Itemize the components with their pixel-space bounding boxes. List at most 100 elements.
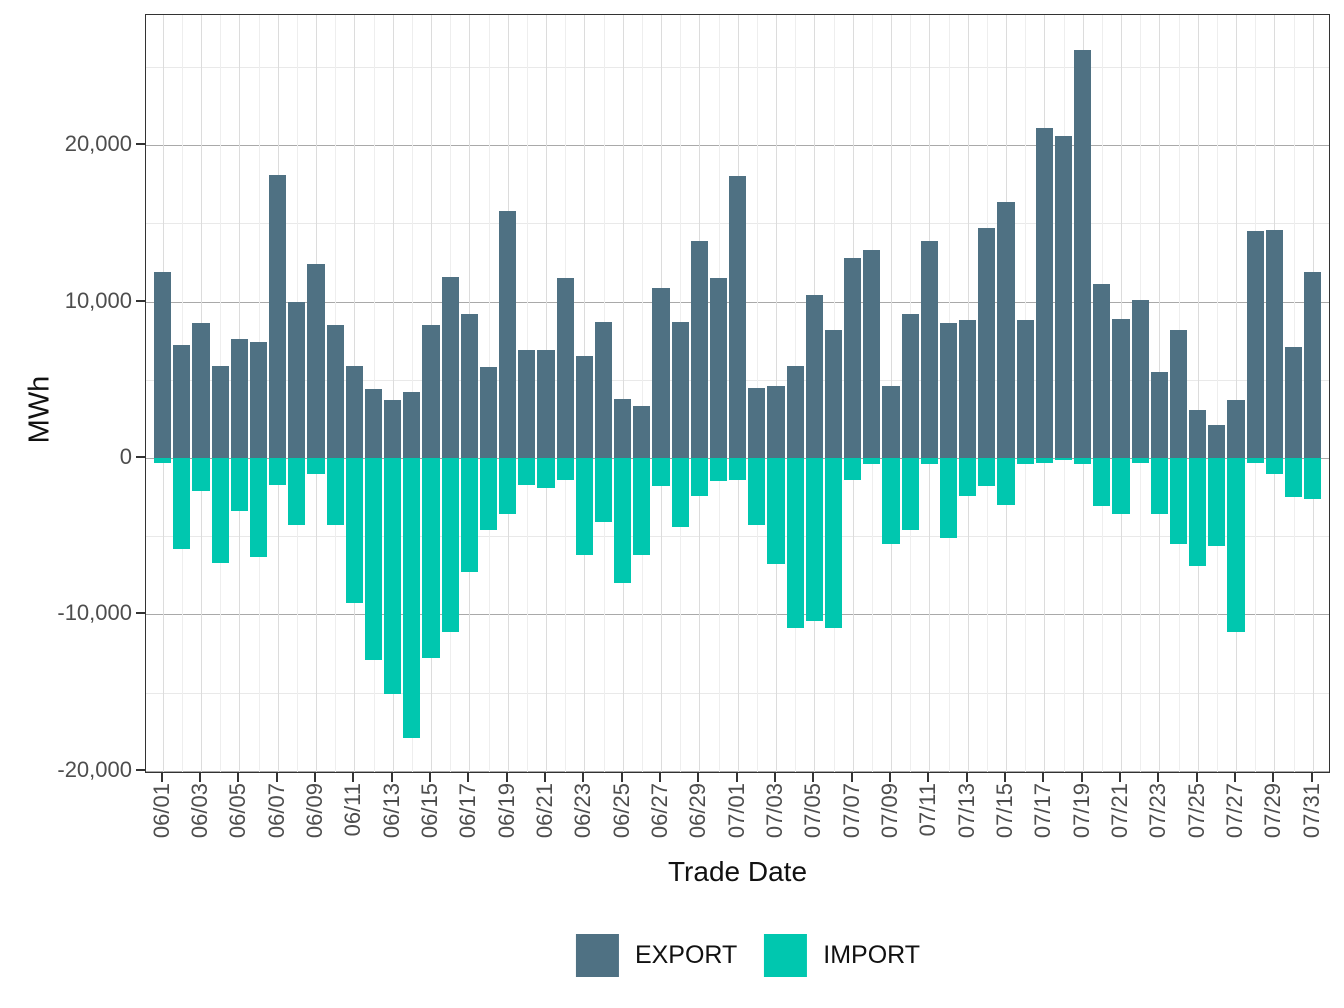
x-tick: [659, 773, 662, 782]
x-tick-label: 06/27: [647, 783, 673, 839]
export-bar: [345, 365, 363, 458]
import-bar: [920, 458, 938, 465]
import-bar: [326, 458, 344, 526]
import-bar: [441, 458, 459, 632]
export-bar: [671, 321, 689, 458]
x-tick-label: 07/11: [915, 783, 941, 837]
x-tick-label: 07/19: [1068, 783, 1094, 839]
x-tick: [1080, 773, 1083, 782]
import-bar: [537, 458, 555, 488]
gridline-minor-h: [146, 536, 1329, 538]
y-tick: [136, 299, 145, 302]
legend: EXPORT IMPORT: [575, 934, 921, 977]
x-tick: [812, 773, 815, 782]
x-tick: [429, 773, 432, 782]
export-bar: [403, 392, 421, 458]
x-tick-label: 07/03: [762, 783, 788, 839]
export-bar: [192, 323, 210, 458]
export-bar: [1035, 127, 1053, 458]
import-bar: [978, 458, 996, 487]
export-bar: [1093, 284, 1111, 458]
import-bar: [345, 458, 363, 604]
plot-panel: [145, 14, 1330, 773]
x-tick-label: 07/17: [1030, 783, 1056, 839]
x-tick: [1272, 773, 1275, 782]
export-bar: [249, 342, 268, 458]
import-bar: [729, 458, 747, 480]
x-tick: [620, 773, 623, 782]
import-bar: [422, 458, 440, 659]
export-bar: [920, 240, 938, 458]
export-bar: [1169, 329, 1188, 458]
import-bar: [403, 458, 421, 738]
export-bar: [518, 350, 536, 458]
export-bar: [479, 367, 498, 458]
export-bar: [556, 278, 574, 458]
x-tick-label: 07/31: [1298, 783, 1324, 839]
export-bar: [1054, 135, 1073, 458]
import-bar: [288, 458, 306, 526]
export-bar: [1150, 371, 1168, 458]
x-tick-label: 07/21: [1107, 783, 1133, 839]
y-tick-label: -10,000: [57, 600, 132, 626]
export-bar: [1208, 425, 1226, 458]
import-bar: [556, 458, 574, 480]
x-tick: [582, 773, 585, 782]
x-tick-label: 06/17: [455, 783, 481, 839]
x-tick-label: 06/21: [532, 783, 558, 839]
x-tick: [850, 773, 853, 782]
gridline-minor-v: [1216, 15, 1218, 772]
import-bar: [173, 458, 191, 549]
import-bar: [863, 458, 881, 465]
x-tick: [927, 773, 930, 782]
import-bar: [1227, 458, 1245, 632]
import-bar: [249, 458, 268, 557]
export-bar: [1016, 320, 1034, 458]
gridline-minor-v: [641, 15, 643, 772]
import-bar: [1246, 458, 1264, 463]
import-bar: [614, 458, 632, 584]
import-bar: [307, 458, 325, 474]
export-bar: [729, 176, 747, 458]
export-bar: [863, 249, 881, 458]
import-bar: [767, 458, 785, 565]
y-tick: [136, 456, 145, 458]
y-tick-label: 10,000: [64, 287, 132, 313]
import-swatch: [764, 934, 808, 977]
import-bar: [652, 458, 670, 487]
x-tick-label: 07/29: [1260, 783, 1286, 839]
x-tick-label: 06/11: [340, 783, 366, 837]
x-tick: [314, 773, 317, 782]
export-bar: [1265, 229, 1283, 458]
x-axis-title: Trade Date: [667, 856, 808, 887]
y-tick: [136, 612, 145, 615]
y-tick-label: 0: [119, 444, 132, 469]
import-bar: [959, 458, 977, 496]
x-tick-label: 06/25: [608, 783, 634, 839]
export-bar: [288, 301, 306, 458]
x-tick: [1042, 773, 1045, 782]
import-bar: [479, 458, 498, 530]
y-tick-label: 20,000: [64, 131, 132, 157]
import-bar: [518, 458, 536, 485]
import-bar: [1208, 458, 1226, 546]
gridline-major-h: [146, 145, 1329, 147]
export-bar: [997, 201, 1015, 458]
gridline-major-v: [392, 15, 394, 772]
legend-label-import: IMPORT: [823, 941, 921, 969]
export-swatch: [575, 934, 619, 977]
import-bar: [805, 458, 823, 621]
import-bar: [671, 458, 689, 527]
export-bar: [652, 287, 670, 458]
x-tick-label: 06/05: [225, 783, 251, 839]
export-bar: [690, 240, 708, 458]
import-bar: [1265, 458, 1283, 474]
export-bar: [460, 314, 478, 458]
export-bar: [901, 314, 919, 458]
x-tick-label: 06/23: [570, 783, 596, 839]
x-tick: [467, 773, 470, 782]
x-tick: [965, 773, 968, 782]
y-tick: [136, 143, 145, 146]
x-tick: [1195, 773, 1198, 782]
